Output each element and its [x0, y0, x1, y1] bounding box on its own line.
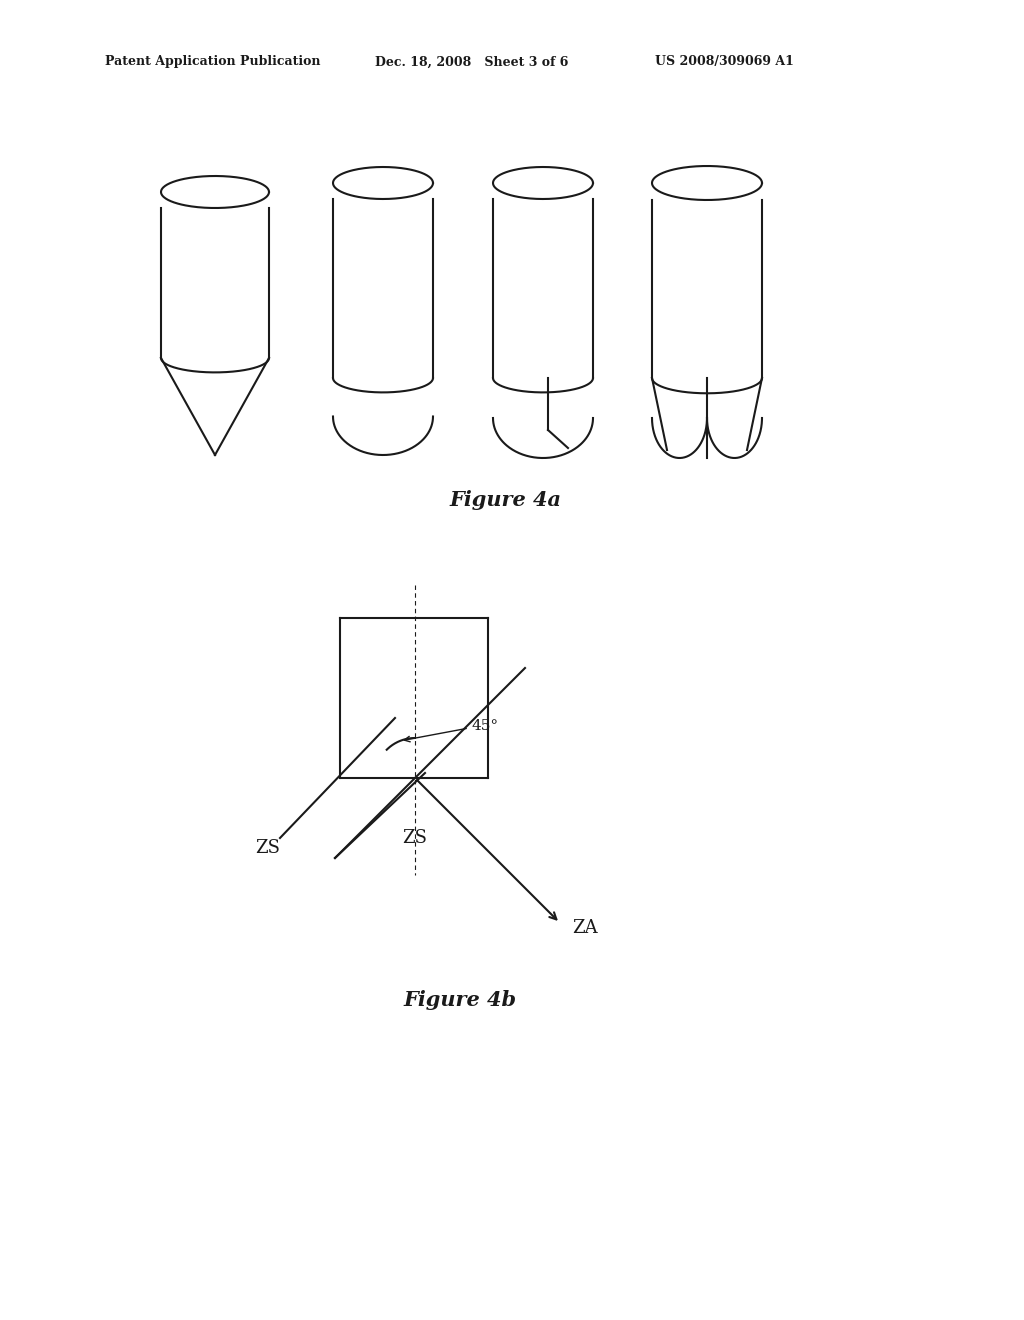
Text: Dec. 18, 2008   Sheet 3 of 6: Dec. 18, 2008 Sheet 3 of 6 — [375, 55, 568, 69]
Text: 45°: 45° — [472, 719, 499, 733]
Text: ZA: ZA — [572, 919, 598, 937]
Text: Patent Application Publication: Patent Application Publication — [105, 55, 321, 69]
Text: ZS: ZS — [255, 840, 280, 857]
Text: ZS: ZS — [402, 829, 427, 847]
Text: Figure 4a: Figure 4a — [449, 490, 561, 510]
Text: Figure 4b: Figure 4b — [403, 990, 516, 1010]
Text: US 2008/309069 A1: US 2008/309069 A1 — [655, 55, 794, 69]
